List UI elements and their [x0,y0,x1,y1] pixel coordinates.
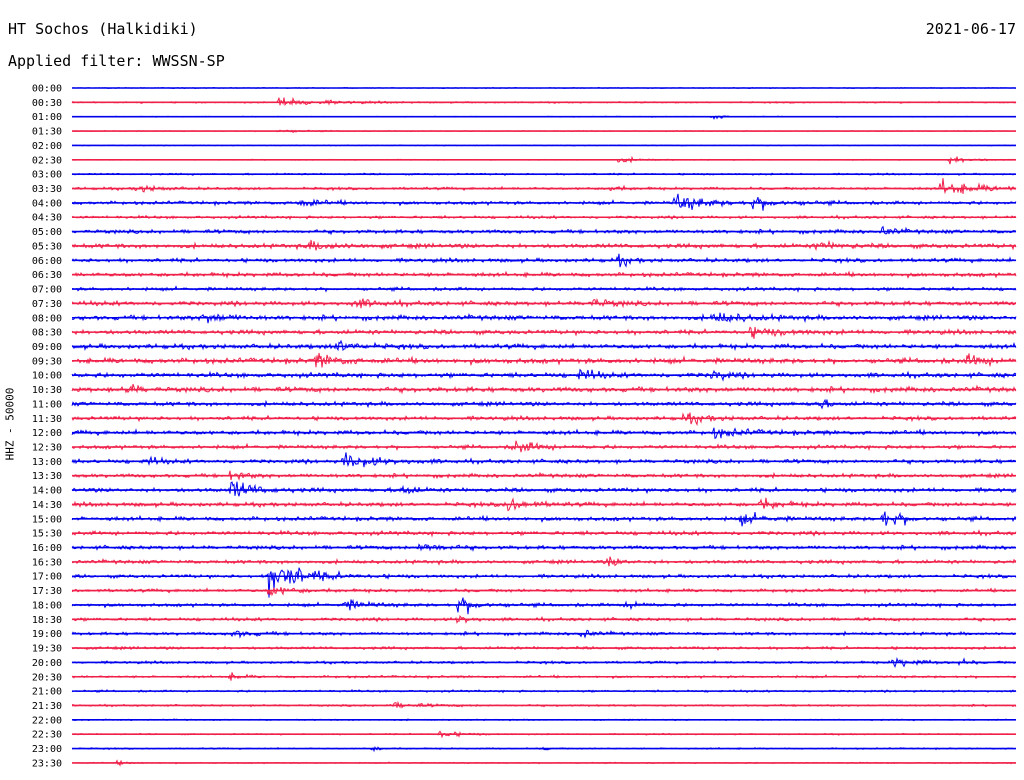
time-label: 13:00 [32,457,62,468]
seismic-trace [71,383,1017,395]
time-label: 00:00 [32,84,62,95]
filter-label: Applied filter: WWSSN-SP [8,51,225,71]
time-label: 18:00 [32,600,62,611]
time-label: 17:30 [32,586,62,597]
time-label: 08:30 [32,328,62,339]
time-label: 03:30 [32,184,62,195]
time-label: 22:00 [32,715,62,726]
time-label: 01:00 [32,112,62,123]
seismic-trace [71,452,1017,468]
time-label: 12:00 [32,428,62,439]
time-label: 04:00 [32,198,62,209]
date-label: 2021-06-17 [925,20,1016,38]
time-label: 12:30 [32,443,62,454]
time-label: 11:30 [32,414,62,425]
time-label: 07:30 [32,299,62,310]
time-label: 17:00 [32,572,62,583]
time-label: 05:30 [32,241,62,252]
time-label: 13:30 [32,471,62,482]
time-label: 11:00 [32,399,62,410]
time-label: 21:30 [32,701,62,712]
seismic-trace [71,339,1017,352]
time-label: 03:00 [32,170,62,181]
time-label: 18:30 [32,615,62,626]
time-label: 20:00 [32,658,62,669]
time-label: 07:00 [32,285,62,296]
filter-label-text: Applied filter: [8,52,144,70]
time-label: 23:00 [32,744,62,755]
seismic-trace [71,225,1017,236]
time-label: 14:30 [32,500,62,511]
time-label: 19:00 [32,629,62,640]
seismic-trace [71,96,1017,107]
time-label: 14:00 [32,486,62,497]
seismic-trace [71,178,1017,195]
filter-value: WWSSN-SP [152,52,225,70]
time-label: 15:30 [32,529,62,540]
time-label: 19:30 [32,644,62,655]
time-label: 09:00 [32,342,62,353]
time-label: 10:00 [32,371,62,382]
time-label: 02:30 [32,155,62,166]
time-label: 00:30 [32,98,62,109]
seismic-trace [71,481,1017,497]
time-label: 08:00 [32,313,62,324]
time-label: 22:30 [32,730,62,741]
station-title: HT Sochos (Halkidiki) [8,20,198,38]
time-label: 23:30 [32,758,62,769]
time-label: 01:30 [32,127,62,138]
time-label: 04:30 [32,213,62,224]
time-label: 21:00 [32,687,62,698]
time-label: 05:00 [32,227,62,238]
time-label: 09:30 [32,356,62,367]
time-label: 06:00 [32,256,62,267]
time-label: 10:30 [32,385,62,396]
time-label: 16:00 [32,543,62,554]
time-label: 06:30 [32,270,62,281]
time-label: 20:30 [32,672,62,683]
time-label: 02:00 [32,141,62,152]
seismic-trace [71,597,1017,615]
time-label: 15:00 [32,514,62,525]
time-label: 16:30 [32,557,62,568]
seismic-trace [71,567,1017,598]
